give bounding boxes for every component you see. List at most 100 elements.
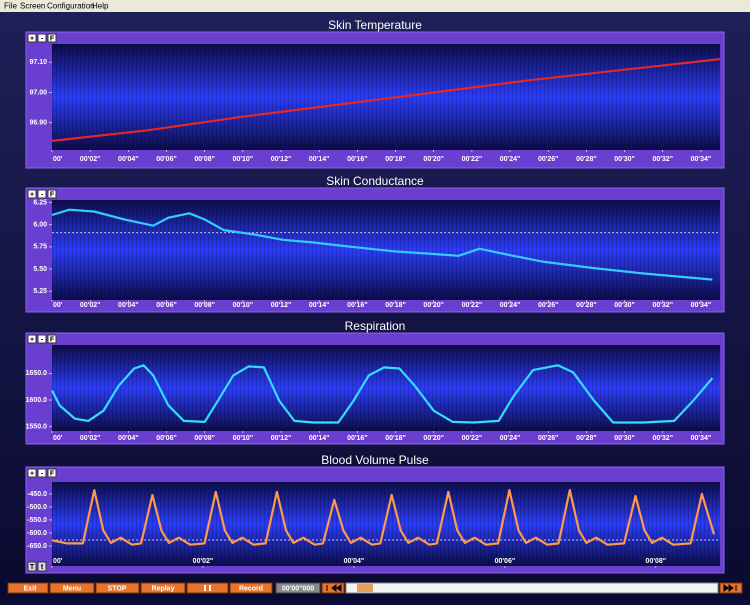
plot-grid-texture: [52, 482, 720, 566]
y-tick-label: 97.10: [29, 59, 47, 66]
x-tick-label: 00'30": [614, 302, 635, 309]
x-tick-label: 00'08": [194, 435, 215, 442]
panel-button-label[interactable]: F: [50, 470, 55, 477]
toolbar: Exit Menu STOP Replay Record 00'00"000: [7, 582, 743, 594]
menu-item[interactable]: Configuration: [47, 2, 95, 11]
stop-label[interactable]: STOP: [108, 585, 127, 592]
panel-button-label[interactable]: F: [50, 191, 55, 198]
menu-item[interactable]: Help: [92, 2, 109, 11]
panel-button[interactable]: [27, 468, 37, 478]
x-tick-label: 00'12": [271, 156, 292, 163]
y-tick-label: -650.0: [27, 543, 47, 550]
panel-button-label[interactable]: -: [41, 191, 44, 198]
x-tick-label: 00': [53, 435, 63, 442]
panel-button[interactable]: [37, 334, 47, 344]
panel-button[interactable]: [47, 33, 57, 43]
x-tick-label: 00'30": [614, 435, 635, 442]
timeline-slider[interactable]: [345, 582, 719, 594]
forward-icon: [723, 584, 737, 592]
panel-button[interactable]: [37, 33, 47, 43]
chart-panel: Skin Temperature + - F 96.90 97.00 97.10 00' 00'…: [25, 18, 725, 169]
y-tick-label: 6.25: [33, 199, 47, 206]
replay-button[interactable]: [140, 582, 186, 594]
slider-thumb[interactable]: [357, 584, 373, 592]
x-tick-label: 00'14": [309, 156, 330, 163]
panel-button-label[interactable]: F: [50, 35, 55, 42]
x-tick-label: 00'02": [80, 156, 101, 163]
panel-button[interactable]: [47, 189, 57, 199]
x-tick-label: 00'16": [347, 156, 368, 163]
record-button[interactable]: [229, 582, 273, 594]
menu-item[interactable]: Screen: [20, 2, 45, 11]
panel-button[interactable]: [47, 334, 57, 344]
exit-button[interactable]: [7, 582, 49, 594]
chart-title: Respiration: [345, 319, 406, 333]
y-tick-label: 6.00: [33, 222, 47, 229]
panel-button-label[interactable]: +: [30, 336, 34, 343]
x-tick-label: 00'22": [462, 156, 483, 163]
x-tick-label: 00'12": [271, 435, 292, 442]
x-tick-label: 00'04": [118, 435, 139, 442]
x-tick-label: 00'20": [423, 156, 444, 163]
x-tick-label: 00'18": [385, 302, 406, 309]
panel-button[interactable]: [47, 468, 57, 478]
y-tick-label: 96.90: [29, 120, 47, 127]
x-tick-label: 00'22": [462, 302, 483, 309]
panel-button[interactable]: [27, 33, 37, 43]
x-tick-label: 00'10": [233, 302, 254, 309]
exit-label[interactable]: Exit: [24, 585, 38, 592]
x-tick-label: 00': [53, 156, 63, 163]
x-tick-label: 00'28": [576, 435, 597, 442]
x-tick-label: 00'28": [576, 156, 597, 163]
x-tick-label: 00'14": [309, 302, 330, 309]
x-tick-label: 00'18": [385, 156, 406, 163]
panel-button-label[interactable]: -: [41, 470, 44, 477]
x-tick-label: 00'26": [538, 156, 559, 163]
x-tick-label: 00'10": [233, 435, 254, 442]
y-tick-label: 1650.0: [26, 370, 48, 377]
x-tick-label: 00'10": [233, 156, 254, 163]
series-line: [51, 364, 714, 424]
panel-button-label[interactable]: t: [41, 564, 44, 571]
menu-button[interactable]: [49, 582, 95, 594]
x-tick-label: 00'16": [347, 435, 368, 442]
x-tick-label: 00'02": [193, 558, 214, 565]
y-tick-label: -450.0: [27, 491, 47, 498]
x-tick-label: 00'12": [271, 302, 292, 309]
pause-button[interactable]: [186, 582, 229, 594]
panel-button-label[interactable]: T: [30, 564, 35, 571]
panel-button-label[interactable]: F: [50, 336, 55, 343]
panel-button-label[interactable]: -: [41, 336, 44, 343]
panel-button[interactable]: [37, 468, 47, 478]
panel-button-label[interactable]: +: [30, 35, 34, 42]
pause-icon: [204, 585, 206, 591]
plot-grid-texture: [52, 345, 720, 431]
chart-panel: Respiration + - F 1550.0 1600.0 1650.0 00' 00'02…: [25, 319, 725, 445]
panel-button[interactable]: [27, 334, 37, 344]
x-tick-label: 00'32": [652, 435, 673, 442]
panel-button[interactable]: [37, 561, 47, 572]
panel-button[interactable]: [27, 561, 37, 572]
panel-button[interactable]: [27, 189, 37, 199]
panel-button-label[interactable]: +: [30, 470, 34, 477]
record-label[interactable]: Record: [239, 585, 263, 592]
replay-label[interactable]: Replay: [152, 585, 175, 592]
x-tick-label: 00'32": [652, 302, 673, 309]
x-tick-label: 00'18": [385, 435, 406, 442]
y-tick-label: 5.25: [33, 288, 47, 295]
stop-button[interactable]: [95, 582, 140, 594]
y-tick-label: 1600.0: [26, 397, 48, 404]
y-tick-label: -500.0: [27, 504, 47, 511]
menu-label[interactable]: Menu: [63, 585, 81, 592]
panel-button[interactable]: [37, 189, 47, 199]
y-tick-label: -600.0: [27, 530, 47, 537]
menu-item[interactable]: File: [4, 2, 17, 11]
x-tick-label: 00'02": [80, 302, 101, 309]
x-tick-label: 00'28": [576, 302, 597, 309]
x-tick-label: 00': [53, 302, 63, 309]
x-tick-label: 00'02": [80, 435, 101, 442]
panel-button-label[interactable]: +: [30, 191, 34, 198]
panel-button-label[interactable]: -: [41, 35, 44, 42]
x-tick-label: 00'24": [500, 302, 521, 309]
chart-title: Blood Volume Pulse: [321, 453, 429, 467]
